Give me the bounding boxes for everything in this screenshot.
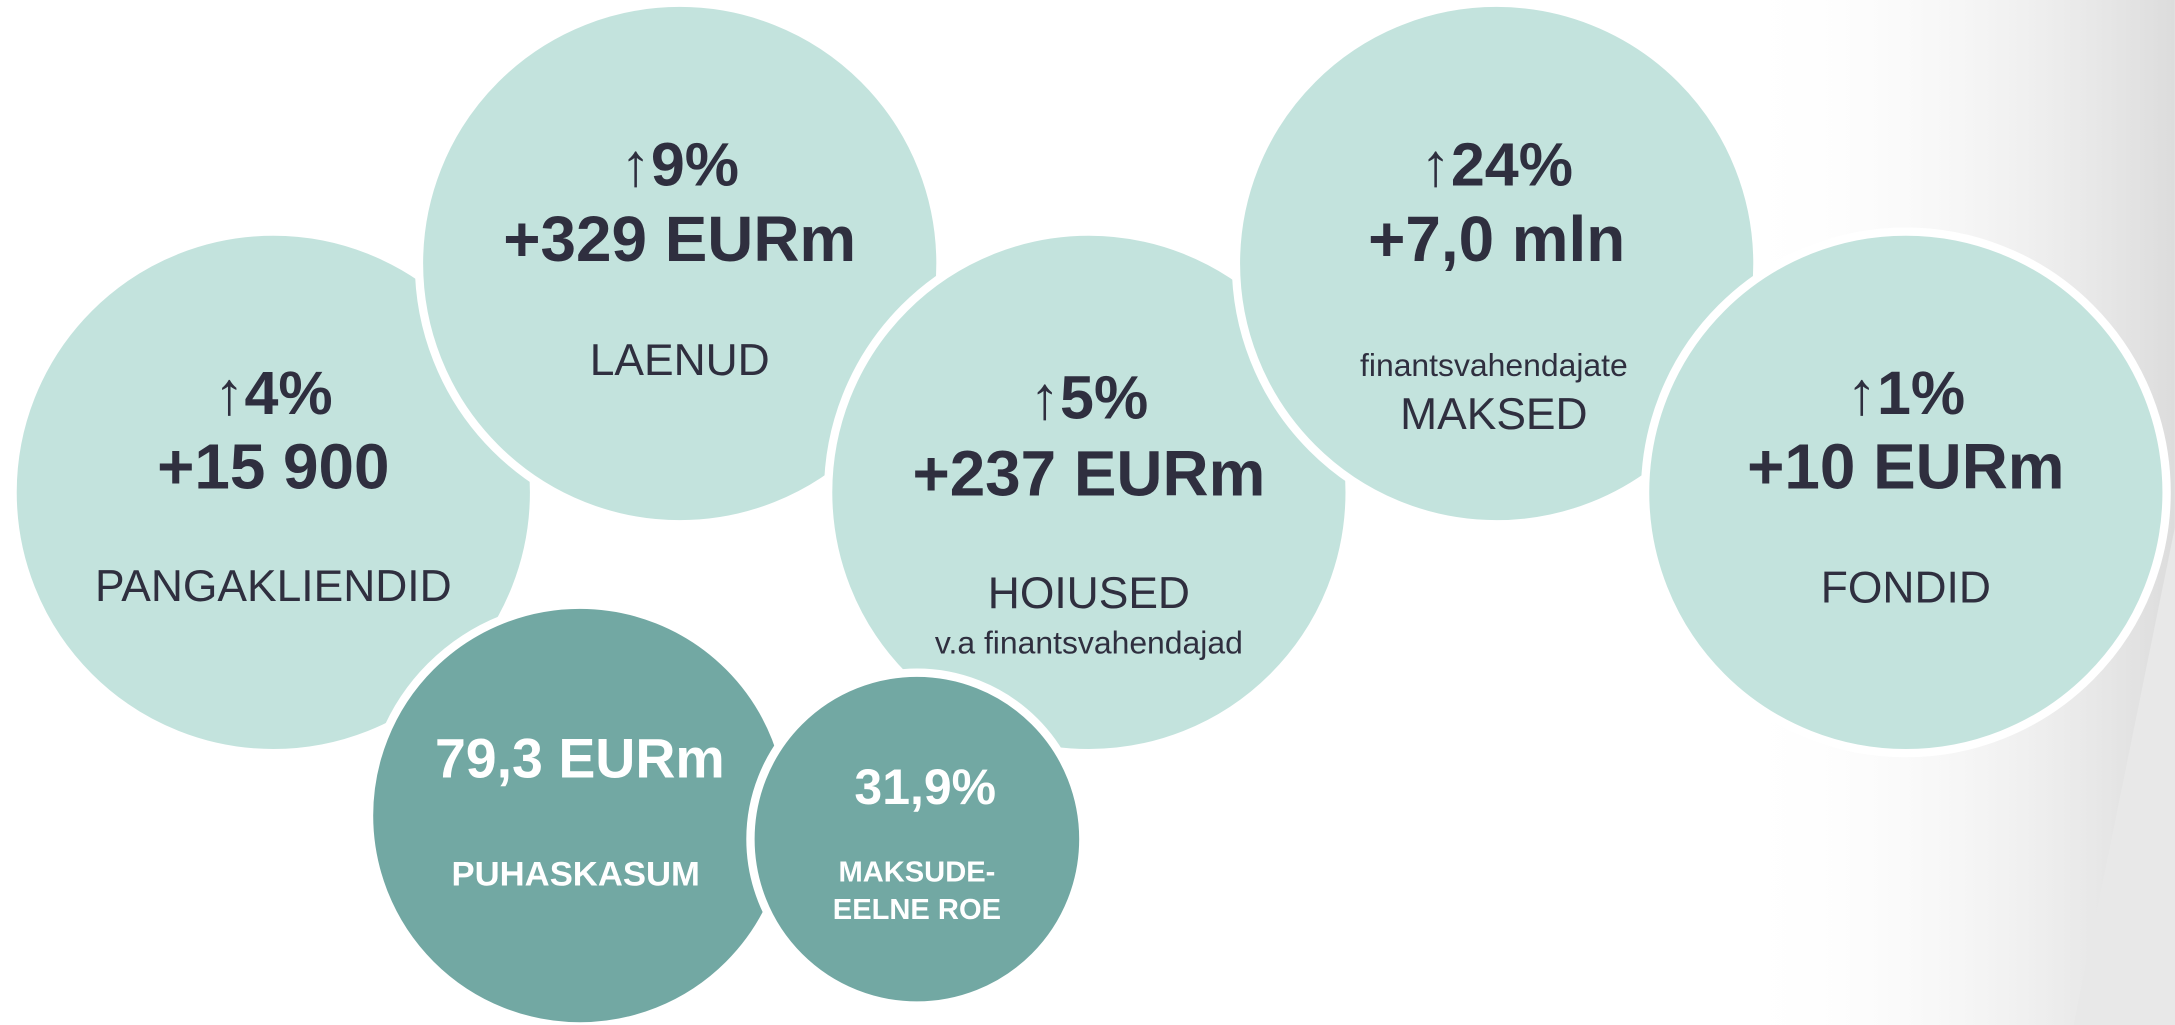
bubble-roe: 31,9% MAKSUDE- EELNE ROE bbox=[746, 668, 1088, 1010]
bubble-pangakliendid: ↑4% +15 900 PANGAKLIENDID bbox=[8, 227, 539, 758]
change: ↑24% bbox=[1420, 130, 1573, 198]
value: +329 EURm bbox=[503, 203, 856, 275]
bubble bbox=[1231, 0, 1762, 529]
change: ↑9% bbox=[620, 130, 739, 198]
change: ↑5% bbox=[1030, 363, 1149, 431]
bubble-laenud: ↑9% +329 EURm LAENUD bbox=[414, 0, 945, 529]
bubble bbox=[1640, 227, 2171, 758]
label: FONDID bbox=[1821, 564, 1991, 613]
value: 79,3 EURm bbox=[435, 728, 725, 790]
bubble bbox=[414, 0, 945, 529]
background-facet bbox=[2073, 527, 2175, 1025]
note: finantsvahendajate bbox=[1360, 347, 1628, 383]
label: PANGAKLIENDID bbox=[95, 562, 452, 611]
bubble-puhaskasum: 79,3 EURm PUHASKASUM bbox=[364, 600, 795, 1025]
value: +7,0 mln bbox=[1368, 203, 1625, 275]
change: ↑1% bbox=[1846, 359, 1965, 427]
label: HOIUSED bbox=[988, 569, 1190, 618]
label: MAKSUDE- bbox=[838, 857, 995, 889]
label: PUHASKASUM bbox=[451, 856, 699, 894]
label: LAENUD bbox=[590, 336, 770, 385]
bubble bbox=[746, 668, 1088, 1010]
bubble-fondid: ↑1% +10 EURm FONDID bbox=[1640, 227, 2171, 758]
value: +10 EURm bbox=[1747, 430, 2064, 502]
change: ↑4% bbox=[214, 359, 333, 427]
bubble bbox=[823, 227, 1354, 758]
bubble bbox=[8, 227, 539, 758]
bubble-hoiused: ↑5% +237 EURm HOIUSED v.a finantsvahenda… bbox=[823, 227, 1354, 758]
note: v.a finantsvahendajad bbox=[935, 624, 1243, 660]
label: MAKSED bbox=[1400, 390, 1587, 439]
bubble-maksed: ↑24% +7,0 mln finantsvahendajate MAKSED bbox=[1231, 0, 1762, 529]
label: EELNE ROE bbox=[833, 894, 1001, 926]
value: +237 EURm bbox=[912, 437, 1265, 509]
value: 31,9% bbox=[854, 759, 996, 815]
bubble bbox=[364, 600, 795, 1025]
value: +15 900 bbox=[157, 430, 389, 502]
